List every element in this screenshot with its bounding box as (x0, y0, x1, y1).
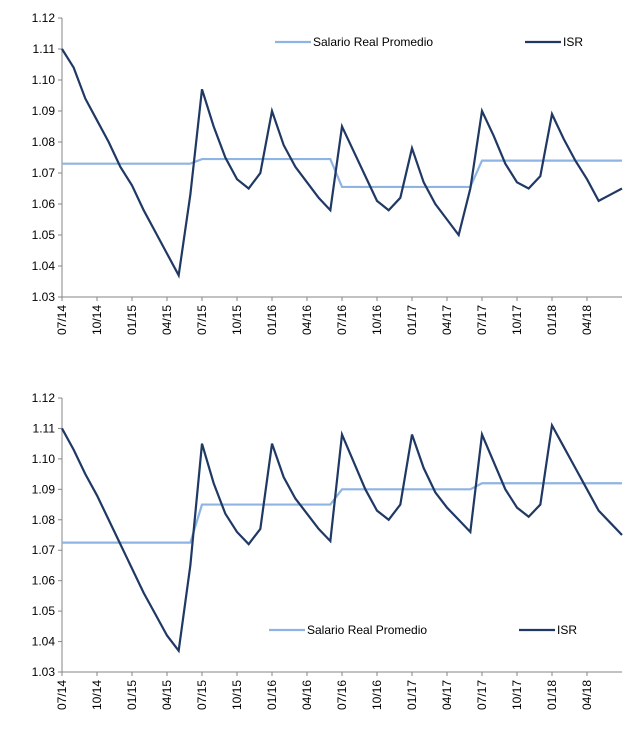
x-tick-label: 04/18 (580, 680, 594, 710)
x-tick-label: 04/18 (580, 305, 594, 335)
x-tick-label: 07/15 (195, 305, 209, 335)
x-tick-label: 07/17 (475, 305, 489, 335)
y-tick-label: 1.04 (32, 635, 56, 649)
legend-label: Salario Real Promedio (307, 623, 427, 637)
x-tick-label: 04/15 (160, 305, 174, 335)
y-tick-label: 1.05 (32, 228, 56, 242)
x-tick-label: 07/15 (195, 680, 209, 710)
x-tick-label: 01/17 (405, 680, 419, 710)
y-tick-label: 1.06 (32, 197, 56, 211)
x-tick-label: 10/14 (90, 305, 104, 335)
legend-label: Salario Real Promedio (313, 35, 433, 49)
y-tick-label: 1.10 (32, 452, 56, 466)
y-tick-label: 1.12 (32, 391, 56, 405)
y-tick-label: 1.03 (32, 665, 56, 679)
x-tick-label: 04/17 (440, 680, 454, 710)
chart-panel: 1.03 1.04 1.05 1.06 1.07 1.08 1.09 1.10 1.11 1.12… (32, 11, 623, 335)
y-tick-label: 1.07 (32, 543, 56, 557)
x-tick-label: 01/18 (545, 305, 559, 335)
x-tick-label: 10/16 (370, 305, 384, 335)
x-tick-label: 10/15 (230, 305, 244, 335)
y-tick-label: 1.10 (32, 73, 56, 87)
x-tick-label: 04/16 (300, 680, 314, 710)
x-tick-label: 04/17 (440, 305, 454, 335)
x-tick-label: 01/15 (125, 305, 139, 335)
y-tick-label: 1.03 (32, 290, 56, 304)
y-tick-label: 1.04 (32, 259, 56, 273)
x-tick-label: 01/15 (125, 680, 139, 710)
x-tick-label: 07/14 (55, 305, 69, 335)
legend-label: ISR (557, 623, 577, 637)
x-tick-label: 01/16 (265, 680, 279, 710)
x-tick-label: 10/16 (370, 680, 384, 710)
x-tick-label: 07/17 (475, 680, 489, 710)
x-tick-label: 04/15 (160, 680, 174, 710)
chart-panel: 1.03 1.04 1.05 1.06 1.07 1.08 1.09 1.10 1.11 1.12… (32, 391, 623, 710)
x-tick-label: 07/16 (335, 680, 349, 710)
y-tick-label: 1.12 (32, 11, 56, 25)
x-tick-label: 01/16 (265, 305, 279, 335)
y-tick-label: 1.09 (32, 482, 56, 496)
y-tick-label: 1.07 (32, 166, 56, 180)
series-line (61, 48, 623, 279)
y-tick-label: 1.08 (32, 135, 56, 149)
x-tick-label: 04/16 (300, 305, 314, 335)
y-tick-label: 1.05 (32, 604, 56, 618)
x-tick-label: 10/14 (90, 680, 104, 710)
y-tick-label: 1.09 (32, 104, 56, 118)
x-tick-label: 07/14 (55, 680, 69, 710)
y-tick-label: 1.11 (33, 42, 56, 56)
y-tick-label: 1.06 (32, 574, 56, 588)
x-tick-label: 10/17 (510, 305, 524, 335)
x-tick-label: 07/16 (335, 305, 349, 335)
x-tick-label: 01/18 (545, 680, 559, 710)
x-tick-label: 10/15 (230, 680, 244, 710)
x-tick-label: 01/17 (405, 305, 419, 335)
series-line (62, 482, 622, 544)
series-line (61, 421, 623, 654)
x-tick-label: 10/17 (510, 680, 524, 710)
series-line (62, 157, 622, 189)
legend-label: ISR (563, 35, 583, 49)
y-tick-label: 1.11 (33, 421, 56, 435)
y-tick-label: 1.08 (32, 513, 56, 527)
